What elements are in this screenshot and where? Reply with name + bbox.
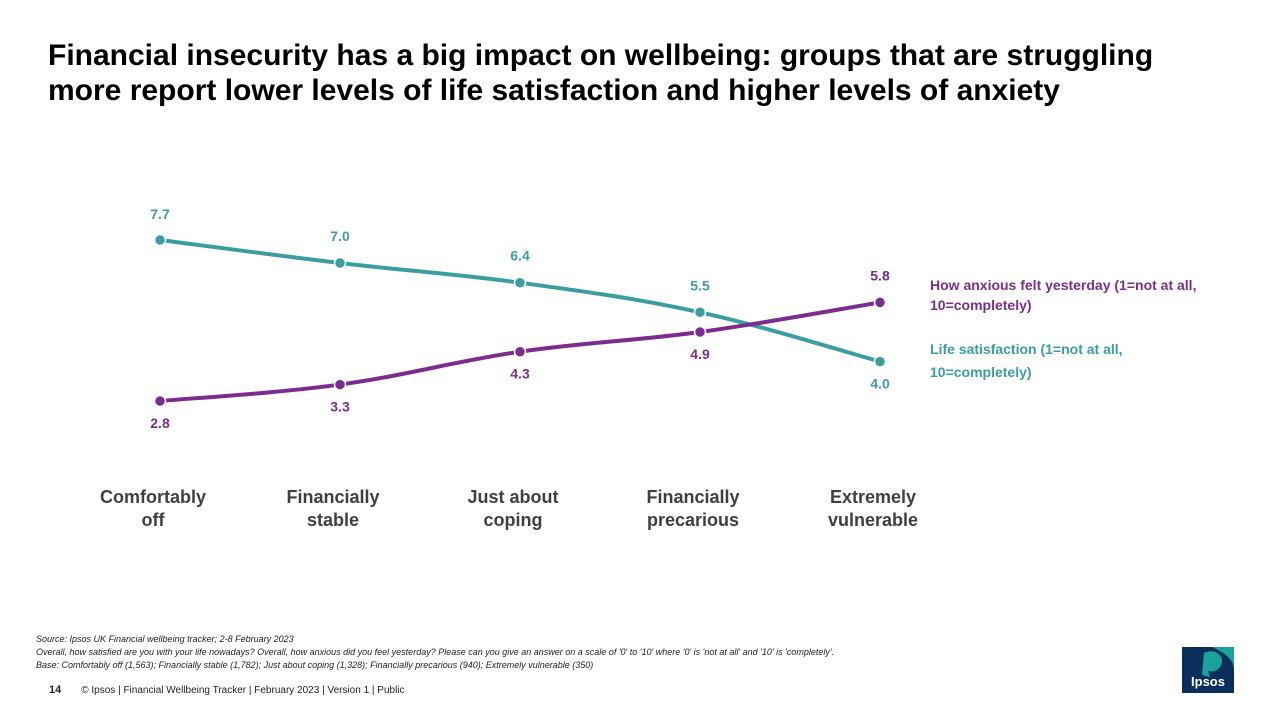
category-label-2-1: coping [484,510,543,530]
legend-label-1-0: How anxious felt yesterday (1=not at all… [930,277,1196,293]
base-note: Base: Comfortably off (1,563); Financial… [36,660,594,670]
category-label-1-1: stable [307,510,359,530]
data-label-1-4: 5.8 [870,267,890,283]
data-label-0-1: 7.0 [330,228,350,244]
category-label-4-1: vulnerable [828,510,918,530]
data-point-0-2 [513,276,527,289]
slide-title-line-1: Financial insecurity has a big impact on… [48,39,1154,72]
data-label-1-3: 4.9 [690,346,710,362]
data-point-0-3 [693,306,707,319]
legend-label-0-0: Life satisfaction (1=not at all, [930,341,1123,357]
legend-label-1-1: 10=completely) [930,297,1032,313]
chart-notes: Source: Ipsos UK Financial wellbeing tra… [36,633,1136,672]
legend-label-0-1: 10=completely) [930,364,1032,380]
category-label-3-0: Financially [646,487,739,507]
data-label-1-0: 2.8 [150,415,170,431]
category-label-3-1: precarious [647,510,739,530]
ipsos-logo: Ipsos [1182,647,1234,693]
logo-text: Ipsos [1191,674,1225,689]
category-label-1-0: Financially [286,487,379,507]
footer: 14 © Ipsos | Financial Wellbeing Tracker… [49,684,405,696]
data-point-1-4 [873,296,887,309]
data-point-1-0 [153,394,167,408]
category-label-0-1: off [142,510,166,530]
data-point-0-0 [153,233,167,247]
data-point-1-2 [513,345,527,358]
question-note: Overall, how satisfied are you with your… [36,647,835,657]
data-point-1-1 [333,378,347,391]
data-point-0-1 [333,256,347,270]
category-label-0-0: Comfortably [100,487,206,507]
data-label-0-4: 4.0 [870,376,890,392]
slide-title-line-2: more report lower levels of life satisfa… [48,74,1060,107]
category-label-2-0: Just about [467,487,558,507]
page-number: 14 [49,684,62,696]
data-label-0-2: 6.4 [510,248,530,264]
slide-title: Financial insecurity has a big impact on… [48,38,1248,108]
footer-text: © Ipsos | Financial Wellbeing Tracker | … [81,685,405,696]
data-point-1-3 [693,325,707,339]
data-label-0-3: 5.5 [690,277,710,293]
data-label-1-1: 3.3 [330,399,350,415]
source-note: Source: Ipsos UK Financial wellbeing tra… [36,634,294,644]
data-label-0-0: 7.7 [150,206,170,222]
category-label-4-0: Extremely [830,487,916,507]
logo-mark-icon [1182,647,1234,693]
data-label-1-2: 4.3 [510,366,530,382]
data-point-0-4 [873,355,887,368]
